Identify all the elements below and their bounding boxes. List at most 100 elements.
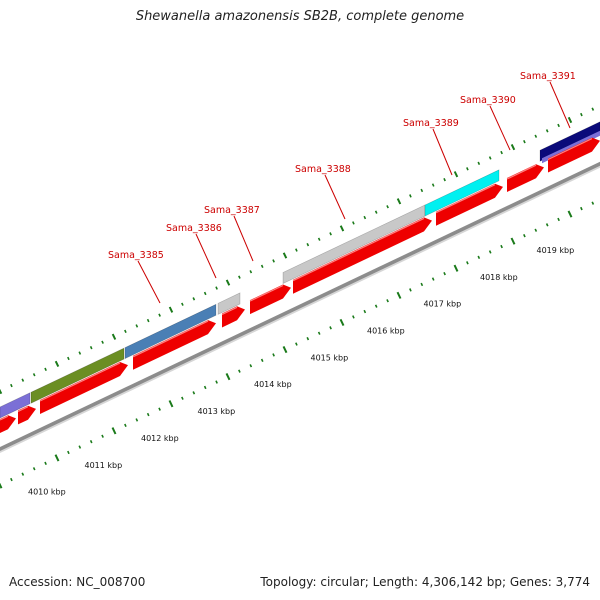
cds-arrow-highlight [221, 306, 238, 316]
cds-arrow-highlight [17, 406, 29, 412]
upper-tick-tick [306, 242, 310, 247]
lower-tick-tick [329, 326, 332, 330]
lower-tick-tick [54, 454, 60, 462]
lower-tick-tick [317, 331, 321, 335]
lower-tick-tick [374, 304, 378, 308]
feature-gray-small [217, 292, 241, 315]
cds-arrow-body [507, 164, 544, 192]
backbone-line [0, 161, 600, 453]
feature-bars [0, 121, 600, 419]
lower-tick-tick [420, 282, 424, 287]
lower-tick-tick [306, 336, 310, 341]
lower-tick-tick [545, 223, 549, 227]
upper-tick-tick [54, 360, 60, 368]
upper-tick-tick [386, 205, 389, 209]
genome-backbone [0, 161, 600, 454]
lower-tick-tick [67, 450, 70, 455]
kbp-label-6: 4015 kbp [311, 353, 349, 362]
cds-arrow-6 [249, 284, 291, 315]
lower-tick-tick [249, 364, 253, 368]
lower-tick-tick [272, 353, 275, 357]
cds-arrow-highlight [249, 284, 284, 302]
upper-tick-tick [203, 291, 207, 296]
upper-tick-tick [420, 188, 424, 193]
gene-label-7: Sama_3391 [520, 71, 576, 82]
map-title: Shewanella amazonensis SB2B, complete ge… [135, 9, 465, 24]
lower-tick-tick [339, 318, 345, 327]
topology-summary: Topology: circular; Length: 4,306,142 bp… [260, 575, 590, 589]
gene-labels: Sama_3385 Sama_3386 Sama_3387 Sama_3388 Sama… [108, 71, 576, 261]
kbp-label-4: 4013 kbp [198, 407, 236, 416]
upper-tick-tick [272, 259, 275, 263]
lower-tick-tick [168, 400, 174, 408]
upper-tick-tick [238, 275, 241, 279]
upper-tick-tick [124, 329, 127, 334]
upper-tick-tick [453, 171, 459, 178]
lower-tick-tick [101, 434, 104, 438]
lower-tick-tick [135, 418, 139, 422]
scale-ticks [0, 107, 595, 489]
cds-arrow-2 [17, 405, 36, 425]
lower-tick-tick [89, 439, 93, 444]
feature-steelblue [124, 303, 217, 360]
gene-label-3: Sama_3387 [204, 205, 260, 216]
lower-tick-tick [352, 315, 355, 319]
lower-tick-tick [0, 482, 3, 489]
upper-tick-tick [21, 378, 25, 382]
upper-tick-tick [510, 143, 516, 151]
upper-tick-tick [101, 340, 104, 344]
upper-tick-tick [181, 302, 184, 306]
gene-label-4: Sama_3388 [295, 164, 351, 175]
accession-text: Accession: NC_008700 [9, 575, 146, 589]
lower-tick-tick [386, 299, 389, 303]
cds-arrow-highlight [0, 415, 9, 421]
lower-tick-tick [44, 461, 47, 466]
cds-arrow-body [133, 320, 216, 370]
lower-tick-tick [282, 345, 288, 354]
upper-tick-tick [363, 215, 367, 220]
upper-tick-tick [111, 333, 117, 340]
lower-tick-tick [431, 277, 435, 281]
feature-gray-large [282, 204, 426, 284]
lower-tick-tick [146, 412, 150, 417]
upper-tick-tick [135, 324, 139, 328]
kbp-label-9: 4018 kbp [480, 273, 518, 282]
lower-tick-tick [181, 396, 184, 400]
lower-tick-tick [295, 342, 298, 346]
cds-arrow-highlight [506, 164, 537, 180]
feature-olive [30, 347, 125, 404]
gene-leader-4 [324, 174, 346, 220]
upper-tick-tick [488, 156, 492, 160]
kbp-label-8: 4017 kbp [424, 300, 462, 309]
upper-tick-tick [158, 313, 161, 317]
lower-tick-tick [111, 427, 117, 435]
upper-tick-tick [523, 139, 526, 144]
upper-tick-tick [500, 150, 503, 155]
kbp-labels: 4010 kbp 4011 kbp 4012 kbp 4013 kbp 4014 kbp… [28, 246, 574, 497]
lower-tick-tick [591, 201, 595, 205]
upper-tick-tick [89, 345, 93, 350]
upper-tick-tick [146, 318, 150, 323]
upper-tick-tick [443, 177, 446, 182]
lower-tick-tick [580, 206, 583, 211]
cds-arrow-5 [221, 306, 245, 328]
gene-leader-6 [489, 105, 511, 151]
gene-label-2: Sama_3386 [166, 223, 222, 234]
feature-cyan [424, 169, 500, 217]
upper-tick-tick [295, 248, 298, 252]
upper-tick-tick [0, 388, 3, 395]
lower-tick-tick [21, 472, 25, 476]
lower-tick-tick [557, 217, 560, 222]
upper-tick-tick [431, 183, 435, 187]
lower-tick-tick [510, 237, 516, 245]
upper-tick-tick [215, 286, 218, 290]
upper-tick-tick [534, 134, 538, 138]
lower-tick-tick [363, 309, 367, 314]
upper-tick-tick [78, 351, 82, 355]
cds-arrow-body [548, 137, 600, 173]
lower-tick-tick [396, 291, 402, 299]
upper-tick-tick [466, 167, 469, 171]
upper-tick-tick [67, 356, 70, 361]
cds-arrows [0, 137, 600, 433]
